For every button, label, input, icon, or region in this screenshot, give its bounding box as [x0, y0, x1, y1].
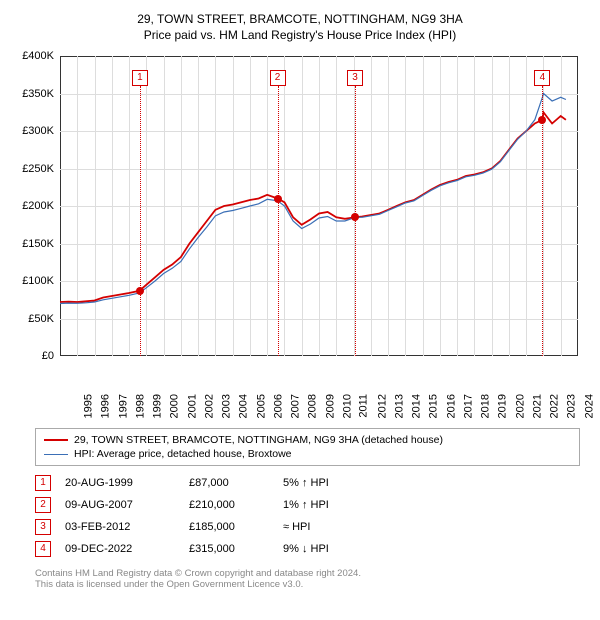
tx-row: 3 03-FEB-2012 £185,000 ≈ HPI [35, 516, 580, 538]
chart-title: 29, TOWN STREET, BRAMCOTE, NOTTINGHAM, N… [10, 12, 590, 26]
footer-line-2: This data is licensed under the Open Gov… [35, 579, 580, 590]
tx-row-number: 3 [35, 519, 51, 535]
legend-label: HPI: Average price, detached house, Brox… [74, 448, 292, 460]
x-axis-label: 1997 [117, 394, 129, 418]
x-axis-label: 2020 [514, 394, 526, 418]
x-axis-label: 2023 [566, 394, 578, 418]
x-axis-label: 2002 [203, 394, 215, 418]
legend: 29, TOWN STREET, BRAMCOTE, NOTTINGHAM, N… [35, 428, 580, 466]
legend-label: 29, TOWN STREET, BRAMCOTE, NOTTINGHAM, N… [74, 434, 443, 446]
legend-item: HPI: Average price, detached house, Brox… [44, 447, 571, 461]
legend-swatch [44, 439, 68, 441]
transaction-table: 1 20-AUG-1999 £87,000 5% ↑ HPI 2 09-AUG-2007 £… [35, 472, 580, 560]
tx-row: 1 20-AUG-1999 £87,000 5% ↑ HPI [35, 472, 580, 494]
tx-vline [140, 86, 141, 356]
tx-row-date: 03-FEB-2012 [65, 521, 175, 533]
x-axis-label: 2005 [255, 394, 267, 418]
x-axis-label: 2011 [358, 394, 370, 418]
tx-vline [278, 86, 279, 356]
tx-row-price: £315,000 [189, 543, 269, 555]
tx-row-note: 9% ↓ HPI [283, 543, 383, 555]
tx-marker-box: 4 [534, 70, 550, 86]
x-axis-label: 1996 [100, 394, 112, 418]
tx-row-date: 09-AUG-2007 [65, 499, 175, 511]
x-axis-label: 2022 [549, 394, 561, 418]
tx-row-note: 1% ↑ HPI [283, 499, 383, 511]
series-hpi [60, 94, 566, 304]
tx-row-note: ≈ HPI [283, 521, 383, 533]
tx-row-note: 5% ↑ HPI [283, 477, 383, 489]
legend-item: 29, TOWN STREET, BRAMCOTE, NOTTINGHAM, N… [44, 433, 571, 447]
x-axis-label: 2007 [290, 394, 302, 418]
x-axis-label: 2001 [186, 394, 198, 418]
x-axis-label: 2024 [583, 394, 595, 418]
tx-row: 4 09-DEC-2022 £315,000 9% ↓ HPI [35, 538, 580, 560]
x-axis-label: 1999 [152, 394, 164, 418]
tx-vline [542, 86, 543, 356]
tx-row: 2 09-AUG-2007 £210,000 1% ↑ HPI [35, 494, 580, 516]
x-axis-label: 2019 [497, 394, 509, 418]
x-axis-label: 2017 [462, 394, 474, 418]
x-axis-label: 2014 [411, 394, 423, 418]
x-axis-label: 2018 [480, 394, 492, 418]
tx-dot [274, 195, 282, 203]
chart-subtitle: Price paid vs. HM Land Registry's House … [10, 28, 590, 42]
tx-dot [136, 287, 144, 295]
tx-marker-box: 3 [347, 70, 363, 86]
chart-area: £0£50K£100K£150K£200K£250K£300K£350K£400… [10, 50, 590, 420]
tx-marker-box: 1 [132, 70, 148, 86]
x-axis-label: 2010 [341, 394, 353, 418]
tx-dot [351, 213, 359, 221]
x-axis-label: 2016 [445, 394, 457, 418]
tx-row-date: 09-DEC-2022 [65, 543, 175, 555]
x-axis-label: 2015 [428, 394, 440, 418]
tx-row-number: 1 [35, 475, 51, 491]
container: 29, TOWN STREET, BRAMCOTE, NOTTINGHAM, N… [0, 0, 600, 598]
x-axis-label: 1998 [134, 394, 146, 418]
tx-row-number: 4 [35, 541, 51, 557]
x-axis-label: 2012 [376, 394, 388, 418]
x-axis-label: 2021 [531, 394, 543, 418]
tx-row-price: £185,000 [189, 521, 269, 533]
tx-marker-box: 2 [270, 70, 286, 86]
tx-row-number: 2 [35, 497, 51, 513]
tx-row-price: £210,000 [189, 499, 269, 511]
legend-swatch [44, 454, 68, 455]
x-axis-label: 2000 [169, 394, 181, 418]
x-axis-label: 2009 [324, 394, 336, 418]
footer-attribution: Contains HM Land Registry data © Crown c… [35, 568, 580, 590]
tx-dot [538, 116, 546, 124]
x-axis-label: 2006 [272, 394, 284, 418]
x-axis-label: 2003 [221, 394, 233, 418]
tx-row-price: £87,000 [189, 477, 269, 489]
x-axis-label: 1995 [82, 394, 94, 418]
series-svg [10, 50, 580, 358]
tx-row-date: 20-AUG-1999 [65, 477, 175, 489]
x-axis-label: 2008 [307, 394, 319, 418]
x-axis-label: 2004 [238, 394, 250, 418]
x-axis-label: 2013 [393, 394, 405, 418]
series-property [60, 112, 566, 302]
footer-line-1: Contains HM Land Registry data © Crown c… [35, 568, 580, 579]
